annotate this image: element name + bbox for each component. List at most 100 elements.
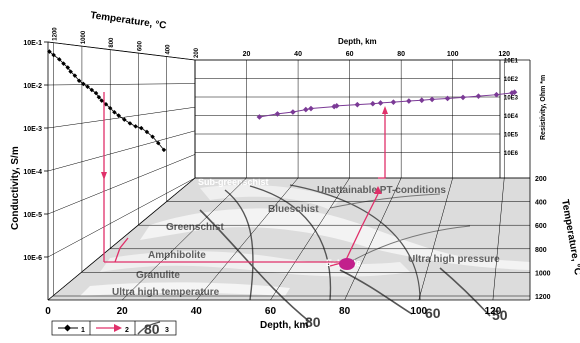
facies-label-uhp: Ultra high pressure	[408, 254, 500, 265]
facies-label-uht: Ultra high temperature	[112, 287, 220, 298]
facies-boundary-curve-2	[249, 185, 332, 301]
pt-path-arrow-up	[374, 186, 382, 194]
resistivity-point	[302, 106, 309, 113]
conductivity-point	[76, 78, 82, 83]
conductivity-tick-label: 10E-3	[23, 126, 42, 133]
top-depth-ticks: 20 40 60 80 100 120	[243, 51, 511, 58]
conductivity-point	[51, 52, 56, 58]
bottom-depth-tick-label: 80	[339, 306, 351, 317]
facies-light-band	[140, 208, 530, 270]
floor-grid	[47, 177, 530, 301]
conductivity-gridline	[47, 154, 196, 215]
bottom-depth-tick-label: 120	[485, 306, 502, 317]
floor-depth-gridline	[492, 177, 505, 301]
resistivity-point	[333, 102, 340, 109]
pt-path-arrow-up-2	[382, 106, 388, 114]
conductivity-axis-label: Conductivity, S/m	[10, 146, 21, 230]
resistivity-point	[444, 95, 451, 102]
facies-plane: Sub-greenschist Blueschist Greenschist A…	[48, 177, 530, 330]
top-temperature-label: Temperature, °C	[90, 10, 167, 32]
facies-boundary-curve-1	[224, 189, 254, 301]
floor-depth-gridline	[47, 177, 196, 301]
resistivity-point	[274, 111, 281, 117]
facies-label-amphibolite: Amphibolite	[148, 250, 206, 261]
facies-label-greenschist: Greenschist	[166, 222, 224, 233]
left-axis-ticks: 10E-1 10E-2 10E-3 10E-4 10E-5 10E-6	[23, 40, 48, 262]
floor-depth-gridline	[418, 177, 453, 301]
conductivity-point	[81, 81, 86, 87]
conductivity-tick-label: 10E-1	[23, 40, 42, 47]
bottom-depth-tick-label: 100	[410, 306, 427, 317]
conductivity-gridline	[47, 83, 196, 86]
top-temperature-tick-label: 600	[137, 40, 143, 51]
resistivity-tick-label: 10E6	[504, 151, 519, 157]
facies-uht-band	[80, 282, 290, 296]
isoline-label-60: 60	[425, 305, 441, 321]
facies-isoline-80	[199, 209, 311, 323]
conductivity-point	[112, 109, 117, 115]
facies-label-granulite: Granulite	[136, 270, 180, 281]
right-temperature-tick-label: 1000	[535, 270, 551, 277]
resistivity-point	[511, 89, 518, 96]
resistivity-label: Resistivity, Ohm *m	[540, 75, 547, 140]
top-temp-ticks: 1200 1000 800 600 400 200	[53, 27, 200, 58]
right-temp-ticks: 200 400 600 800 1000 1200	[535, 176, 551, 301]
resistivity-point	[308, 105, 314, 112]
bottom-depth-tick-label: 0	[45, 306, 51, 317]
depth-verticals	[246, 60, 505, 178]
bottom-depth-tick-label: 20	[117, 306, 129, 317]
bottom-depth-tick-label: 60	[265, 306, 277, 317]
resistivity-grid	[195, 59, 500, 153]
resistivity-point	[493, 91, 500, 98]
resistivity-point	[475, 93, 482, 99]
resistivity-point	[429, 96, 435, 103]
floor-depth-gridline	[270, 177, 350, 301]
pt-path-vertical	[378, 110, 386, 179]
legend-arrow-2	[114, 324, 122, 332]
pt-path-left-rise	[114, 237, 129, 263]
right-temperature-tick-label: 600	[535, 223, 547, 230]
right-temperature-tick-label: 800	[535, 247, 547, 254]
right-temperature-label: Temperature, °C	[559, 199, 580, 276]
top-depth-tick-label: 100	[447, 51, 459, 58]
top-depth-tick-label: 60	[346, 51, 354, 58]
resistivity-point	[406, 98, 412, 104]
facies-boundary-curve-4	[349, 225, 471, 263]
top-temperature-tick-label: 1200	[53, 27, 59, 41]
pt-path-rise	[344, 193, 379, 263]
legend-label-1: 1	[81, 327, 85, 334]
conductivity-point	[103, 101, 109, 107]
facies-light-band-2	[100, 251, 410, 277]
facies-isoline-50	[439, 267, 491, 317]
resistivity-point	[390, 99, 397, 105]
conductivity-tick-label: 10E-5	[23, 212, 42, 219]
resistivity-point	[377, 100, 384, 106]
conductivity-point	[127, 121, 133, 126]
resistivity-point	[354, 101, 361, 108]
resistivity-tick-label: 10E1	[504, 59, 519, 65]
conductivity-gridline	[47, 130, 196, 172]
conductivity-series-line	[49, 51, 165, 151]
right-temperature-tick-label: 1200	[535, 294, 551, 301]
isoline-label-80: 80	[305, 314, 321, 330]
conductivity-point	[57, 57, 62, 62]
bottom-depth-tick-label: 40	[191, 306, 203, 317]
legend: 1 2 80 3	[51, 320, 177, 337]
conductivity-point	[47, 49, 52, 54]
facies-boundary-curve-3	[289, 184, 421, 301]
right-temperature-tick-label: 400	[535, 200, 547, 207]
bottom-depth-ticks: 0 20 40 60 80 100 120	[45, 306, 501, 317]
top-depth-tick-label: 80	[397, 51, 405, 58]
top-depth-label: Depth, km	[338, 37, 377, 46]
legend-label-2: 2	[125, 327, 129, 334]
pt-paths	[101, 92, 388, 270]
resistivity-tick-label: 10E5	[504, 133, 519, 139]
bottom-depth-label: Depth, km	[260, 320, 308, 331]
conductivity-tick-label: 10E-4	[23, 169, 42, 176]
conductivity-point	[96, 94, 102, 100]
legend-value-3: 80	[144, 321, 160, 337]
conductivity-gridline	[47, 177, 196, 258]
resistivity-ticks: 10E1 10E2 10E3 10E4 10E5 10E6	[504, 59, 519, 158]
facies-light-band-3	[200, 184, 340, 210]
